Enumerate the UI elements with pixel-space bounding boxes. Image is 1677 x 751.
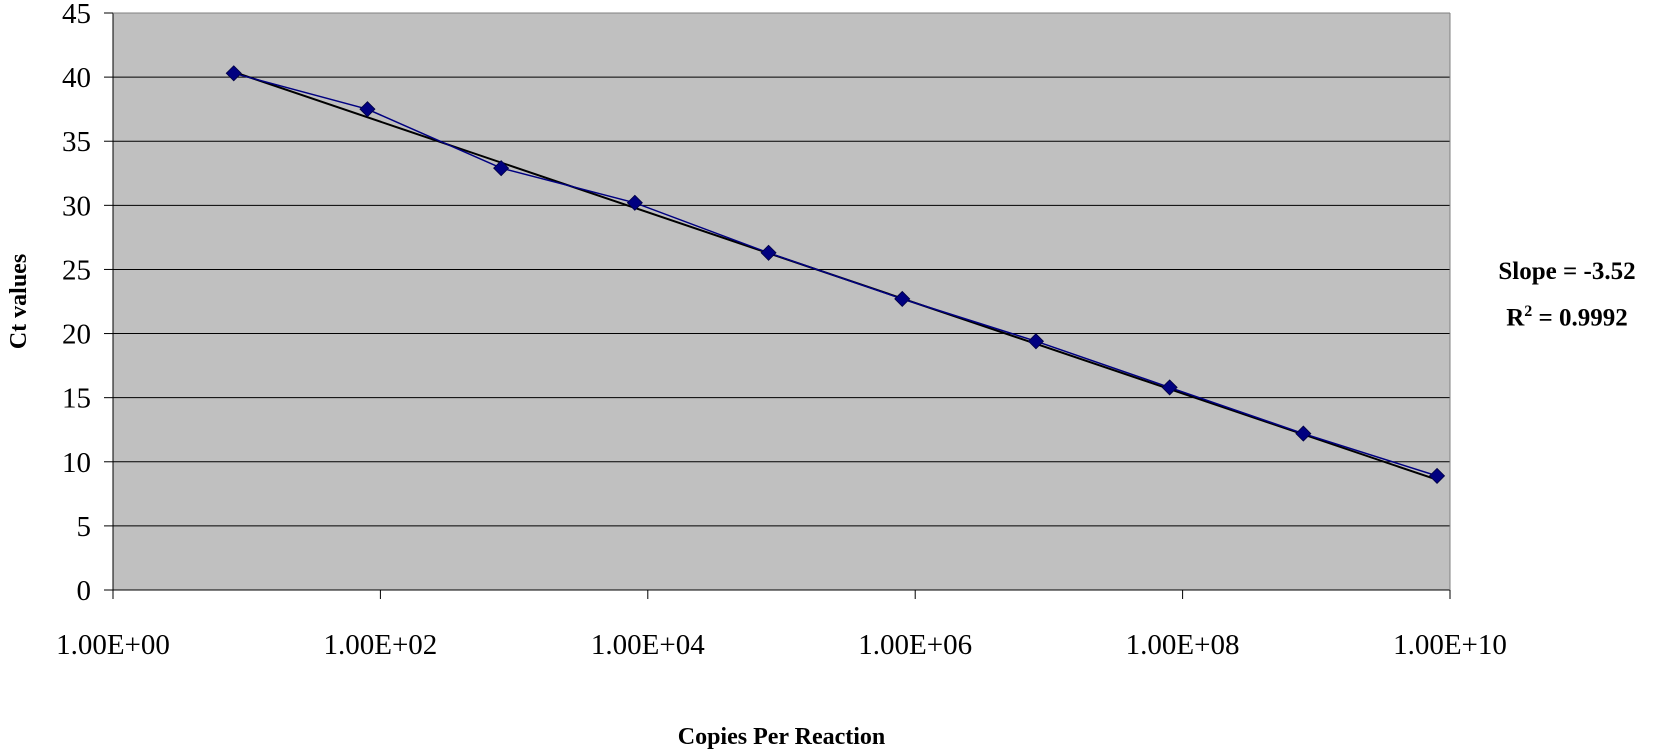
r2-label: R	[1506, 304, 1525, 332]
x-tick-label: 1.00E+08	[1126, 629, 1240, 661]
plot-area	[113, 13, 1450, 590]
data-point	[225, 65, 242, 82]
series-line	[233, 72, 1438, 477]
regression-annotation: Slope = -3.52 R2 = 0.9992	[1457, 252, 1677, 338]
y-tick-label: 45	[62, 0, 91, 30]
data-point	[760, 244, 777, 261]
r-squared-text: R2 = 0.9992	[1457, 292, 1677, 338]
data-point	[1161, 379, 1178, 396]
y-tick-label: 20	[62, 319, 91, 351]
slope-text: Slope = -3.52	[1498, 258, 1636, 285]
y-tick-label: 0	[77, 575, 92, 607]
r2-value: = 0.9992	[1532, 304, 1628, 332]
y-tick-label: 10	[62, 447, 91, 479]
data-point	[493, 160, 510, 177]
data-point	[1027, 333, 1045, 350]
y-tick-label: 15	[62, 383, 91, 415]
data-point	[1428, 467, 1446, 484]
x-tick-label: 1.00E+04	[591, 629, 705, 661]
x-tick-label: 1.00E+10	[1393, 629, 1507, 661]
data-series	[225, 65, 1446, 484]
y-tick-label: 40	[62, 62, 91, 94]
x-tick-label: 1.00E+02	[323, 629, 437, 661]
y-tick-label: 30	[62, 190, 91, 222]
y-tick-label: 5	[77, 511, 92, 543]
y-tick-label: 25	[62, 254, 91, 286]
r2-exponent: 2	[1524, 303, 1533, 320]
data-point	[1295, 425, 1312, 442]
y-axis-title: Ct values	[6, 254, 32, 349]
x-tick-label: 1.00E+00	[56, 629, 170, 661]
data-point	[626, 194, 643, 211]
y-tick-label: 35	[62, 126, 91, 158]
x-tick-label: 1.00E+06	[858, 629, 972, 661]
axes	[104, 12, 1451, 599]
x-axis-title: Copies Per Reaction	[678, 724, 886, 750]
tick-labels: 0 5 10 15 20 25 30 35 40 45 1.00E+00 1.00E+02 1.00E+…	[56, 0, 1507, 661]
data-point	[359, 101, 376, 118]
data-point	[894, 290, 911, 308]
